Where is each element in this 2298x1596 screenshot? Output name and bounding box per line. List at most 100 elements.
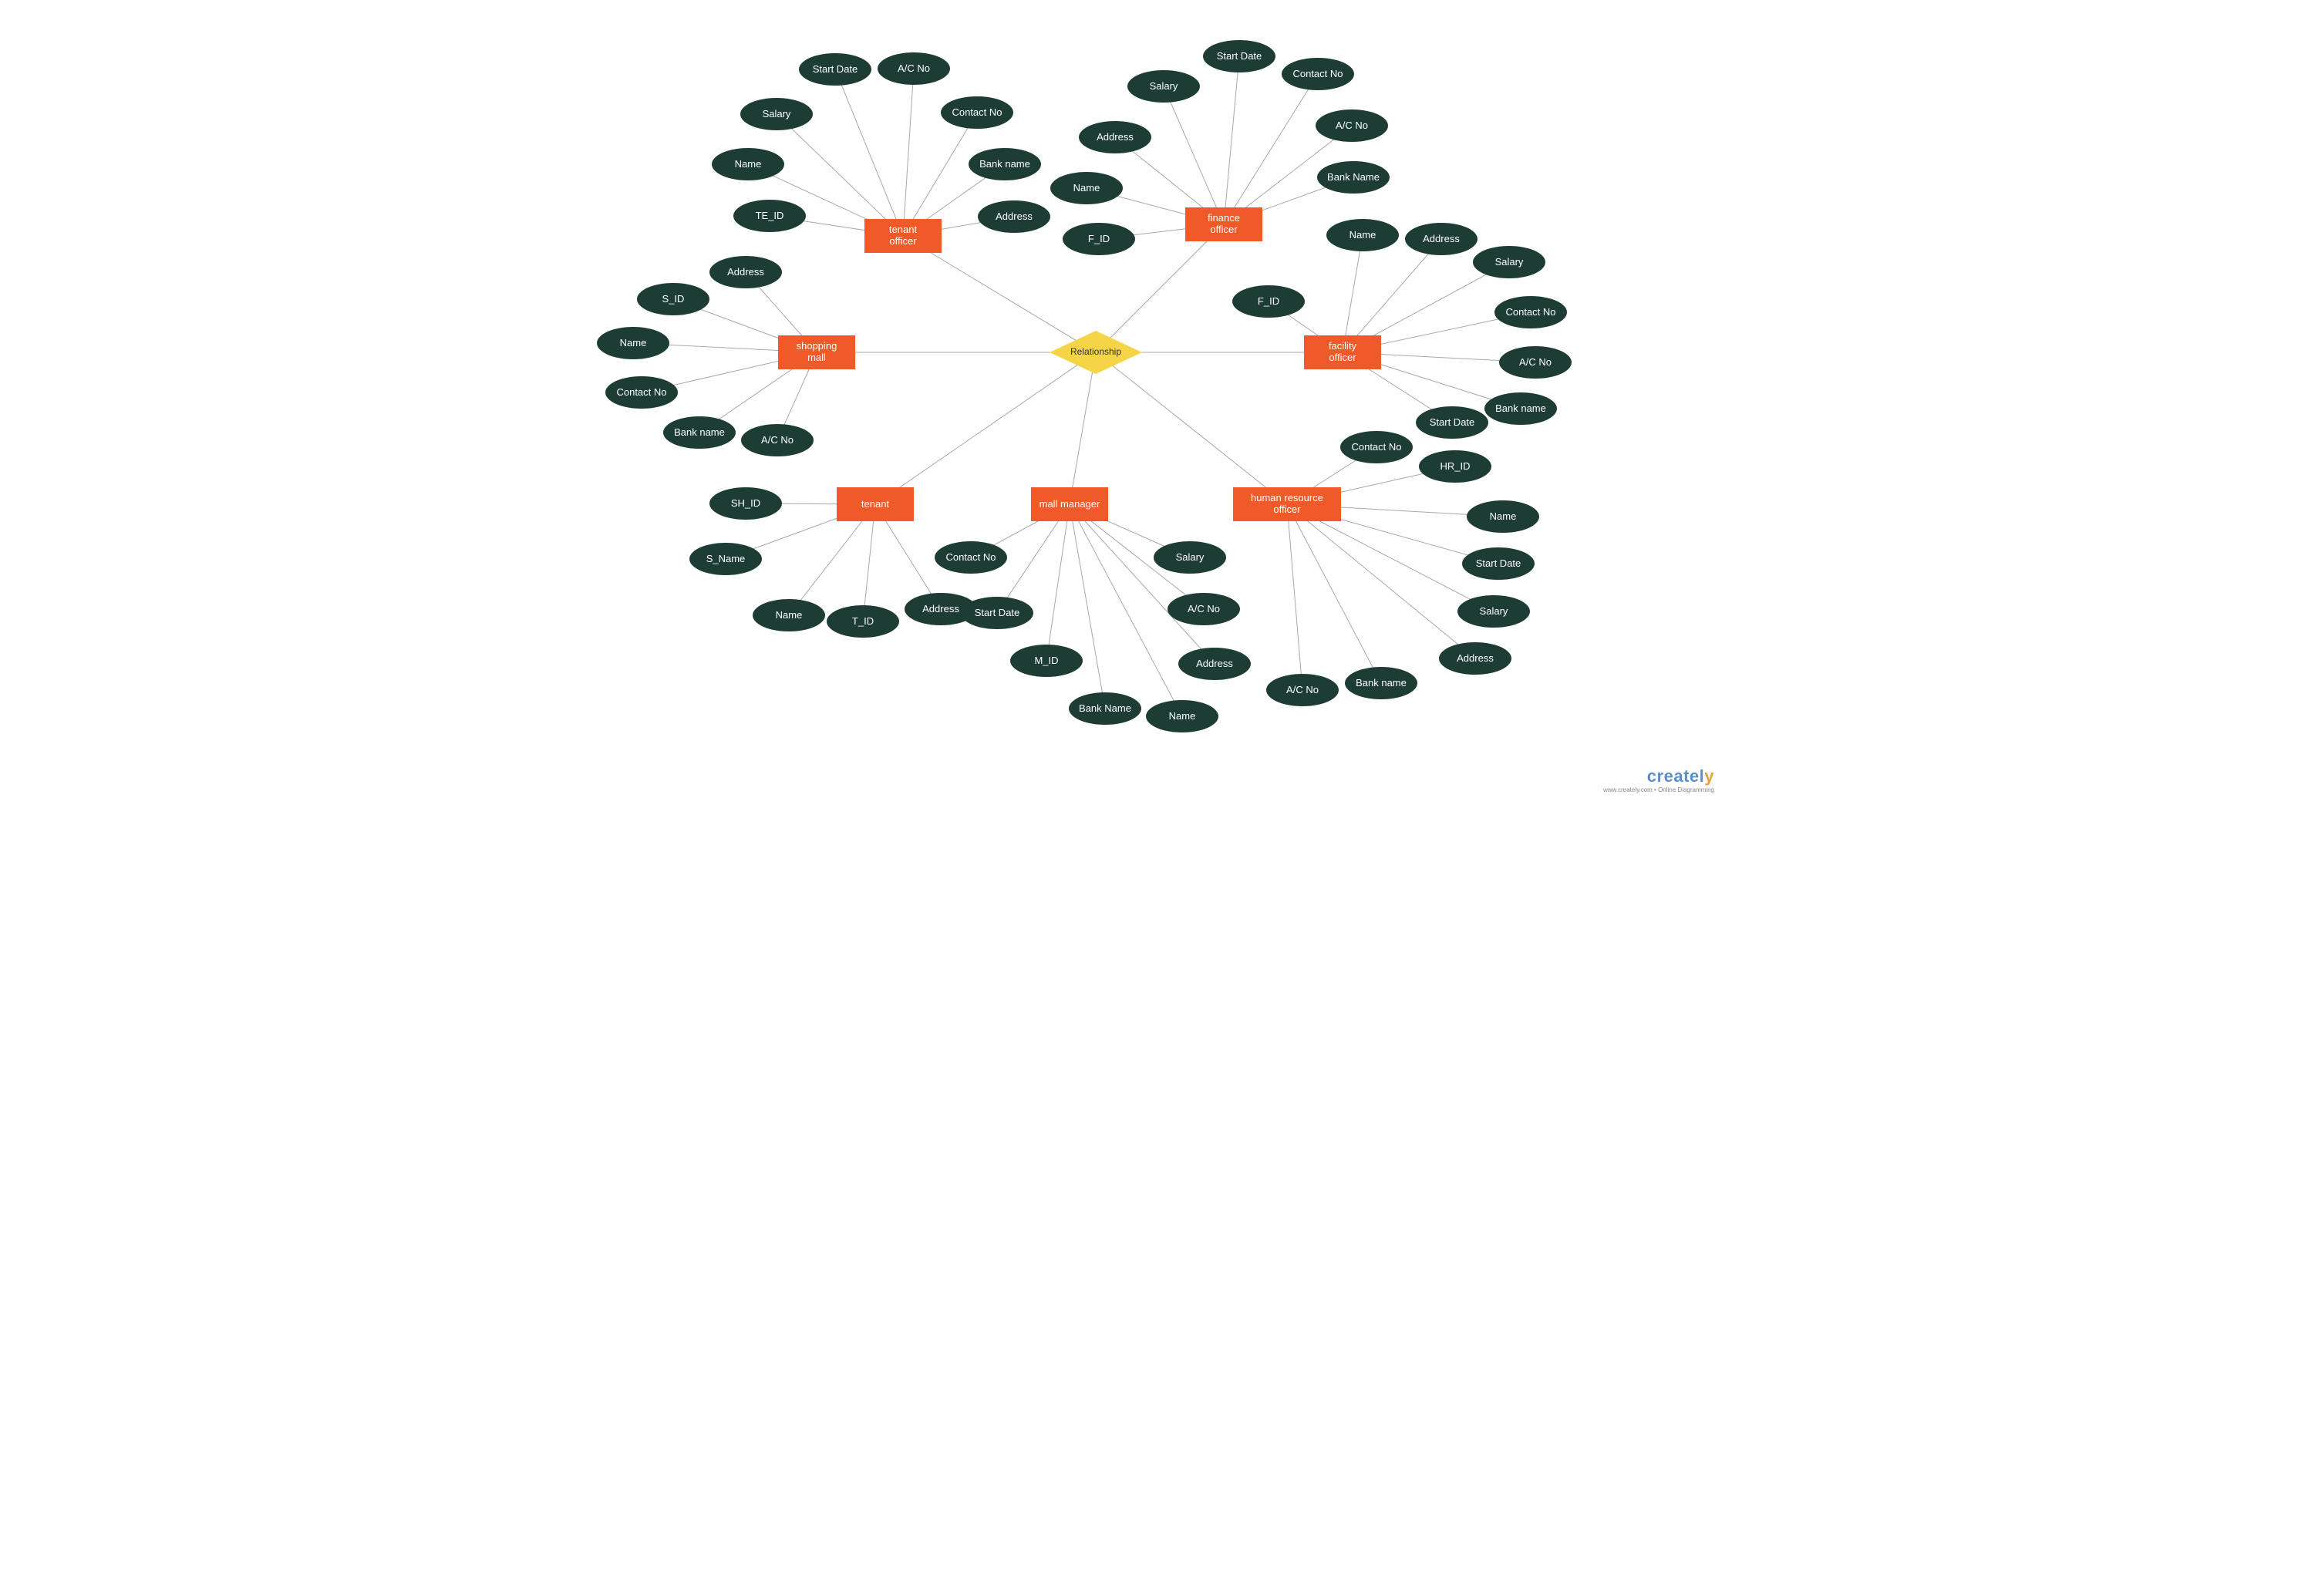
attribute-t_shid: SH_ID [709,487,782,520]
attribute-sm_address: Address [709,256,782,288]
attribute-sm_name: Name [597,327,669,359]
attribute-t_shid-label: SH_ID [731,498,760,510]
entity-tenant: tenant [837,487,914,521]
edge [1224,56,1239,224]
attribute-t_sname: S_Name [689,543,762,575]
edge [1164,86,1224,224]
attribute-fo_salary-label: Salary [1150,81,1178,93]
attribute-fo_salary: Salary [1127,70,1200,103]
attribute-fa_contact-label: Contact No [1505,307,1555,318]
attribute-mm_mid-label: M_ID [1034,655,1058,667]
edge [1287,504,1475,658]
creately-watermark: creately www.creately.com • Online Diagr… [1603,766,1714,793]
attribute-to_contact-label: Contact No [952,107,1002,119]
edge [1046,504,1070,661]
attribute-sm_bank: Bank name [663,416,736,449]
attribute-t_name-label: Name [776,610,803,621]
attribute-fo_contact-label: Contact No [1292,69,1343,80]
attribute-mm_address-label: Address [1196,658,1233,670]
attribute-sm_acno-label: A/C No [761,435,794,446]
attribute-sm_sid: S_ID [637,283,709,315]
attribute-hr_name-label: Name [1490,511,1517,523]
entity-mall_manager-label: mall manager [1039,499,1100,510]
attribute-to_address-label: Address [996,211,1033,223]
edge [1287,504,1381,683]
attribute-to_teid-label: TE_ID [756,210,784,222]
attribute-hr_address: Address [1439,642,1511,675]
edge [903,113,977,236]
attribute-to_salary: Salary [740,98,813,130]
attribute-sm_contact-label: Contact No [616,387,666,399]
relationship-label: Relationship [1070,347,1121,358]
edge [1224,74,1318,224]
attribute-fa_salary: Salary [1473,246,1545,278]
entity-hr_officer: human resource officer [1233,487,1341,521]
entity-facility_officer: facility officer [1304,335,1381,369]
attribute-fo_acno: A/C No [1316,109,1388,142]
edge [1070,504,1182,716]
entity-tenant-label: tenant [861,499,889,510]
attribute-sm_bank-label: Bank name [674,427,725,439]
attribute-fa_start-label: Start Date [1430,417,1475,429]
attribute-fo_start: Start Date [1203,40,1275,72]
attribute-sm_contact: Contact No [605,376,678,409]
attribute-fo_name-label: Name [1073,183,1100,194]
attribute-hr_address-label: Address [1457,653,1494,665]
attribute-mm_name: Name [1146,700,1218,732]
attribute-fa_name-label: Name [1349,230,1376,241]
attribute-t_name: Name [753,599,825,631]
entity-mall_manager: mall manager [1031,487,1108,521]
attribute-to_contact: Contact No [941,96,1013,129]
attribute-fa_address-label: Address [1423,234,1460,245]
attribute-fo_contact: Contact No [1282,58,1354,90]
attribute-mm_start-label: Start Date [975,608,1020,619]
attribute-mm_start: Start Date [961,597,1033,629]
attribute-hr_salary-label: Salary [1480,606,1508,618]
attribute-to_bank-label: Bank name [979,159,1030,170]
er-diagram-canvas: creately www.creately.com • Online Diagr… [574,0,1724,798]
attribute-fa_acno-label: A/C No [1519,357,1552,369]
attribute-hr_start: Start Date [1462,547,1535,580]
edge [1287,504,1302,690]
edge [835,69,903,236]
edge [875,352,1096,504]
attribute-t_sname-label: S_Name [706,554,746,565]
attribute-hr_salary: Salary [1457,595,1530,628]
entity-finance_officer-label: finance officer [1208,213,1240,236]
edge [903,69,914,236]
attribute-to_bank: Bank name [969,148,1041,180]
attribute-to_start: Start Date [799,53,871,86]
attribute-mm_salary-label: Salary [1176,552,1205,564]
entity-tenant_officer-label: tenant officer [889,224,917,247]
attribute-fo_address: Address [1079,121,1151,153]
attribute-fa_bank-label: Bank name [1495,403,1546,415]
entity-facility_officer-label: facility officer [1329,341,1356,364]
attribute-hr_start-label: Start Date [1476,558,1521,570]
attribute-fo_bank-label: Bank Name [1327,172,1380,184]
watermark-brand: creately [1603,766,1714,786]
attribute-hr_contact-label: Contact No [1351,442,1401,453]
attribute-mm_mid: M_ID [1010,645,1083,677]
attribute-to_address: Address [978,200,1050,233]
attribute-fa_fid-label: F_ID [1258,296,1279,308]
attribute-fa_name: Name [1326,219,1399,251]
attribute-hr_contact: Contact No [1340,431,1413,463]
attribute-mm_acno: A/C No [1168,593,1240,625]
attribute-fa_salary-label: Salary [1495,257,1524,268]
relationship-diamond: Relationship [1050,331,1142,374]
attribute-hr_bank: Bank name [1345,667,1417,699]
entity-finance_officer: finance officer [1185,207,1262,241]
attribute-to_name: Name [712,148,784,180]
attribute-mm_address: Address [1178,648,1251,680]
attribute-hr_hrid: HR_ID [1419,450,1491,483]
attribute-hr_bank-label: Bank name [1356,678,1407,689]
attribute-mm_name-label: Name [1169,711,1196,722]
attribute-mm_contact: Contact No [935,541,1007,574]
attribute-fo_bank: Bank Name [1317,161,1390,194]
attribute-t_address-label: Address [922,604,959,615]
attribute-to_salary-label: Salary [763,109,791,120]
attribute-hr_acno: A/C No [1266,674,1339,706]
attribute-hr_hrid-label: HR_ID [1440,461,1470,473]
attribute-hr_acno-label: A/C No [1286,685,1319,696]
edge [1070,504,1105,709]
